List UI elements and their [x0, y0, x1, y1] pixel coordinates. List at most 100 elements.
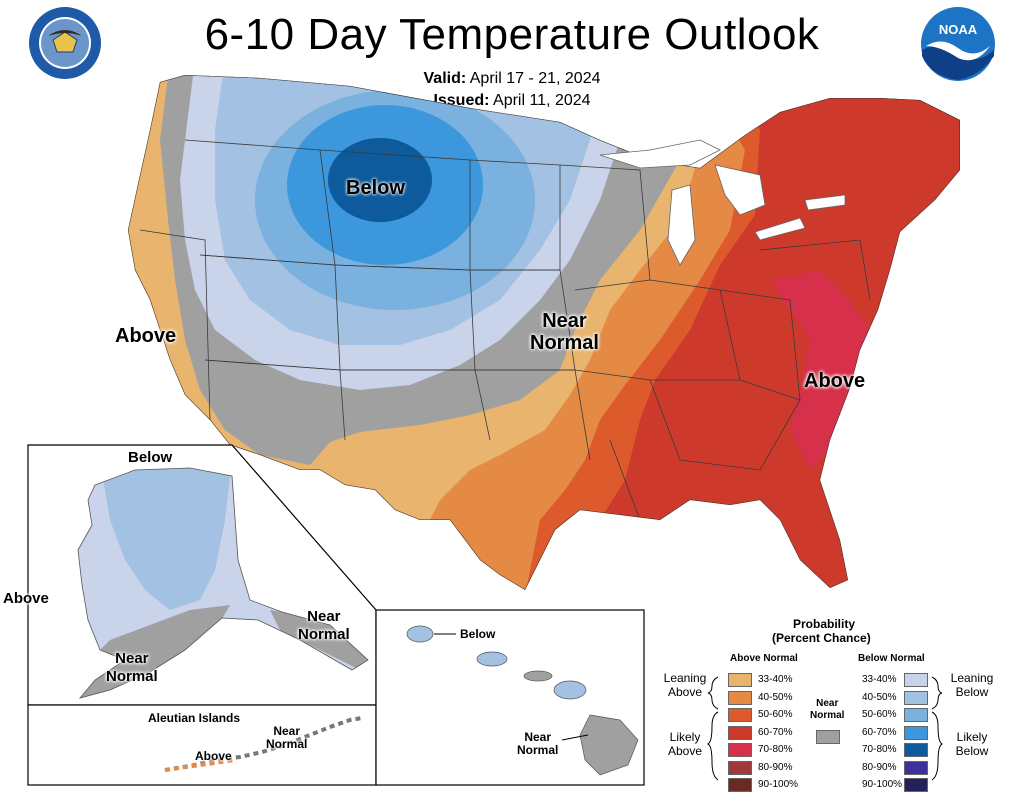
legend-above-head: Above Normal: [730, 653, 798, 664]
legend-above-swatch: [728, 673, 752, 687]
legend-likely-above-line1: Likely: [669, 730, 701, 744]
great-lakes: [599, 139, 846, 266]
hawaii-kauai: [406, 625, 434, 643]
hawaii-maui: [553, 680, 587, 700]
legend-above-range: 90-100%: [758, 779, 799, 790]
conus-outlook-region: [128, 75, 960, 590]
lake-superior: [599, 139, 721, 169]
legend-above-range: 70-80%: [758, 744, 793, 755]
legend-above-swatch: [728, 691, 752, 705]
label-conus-above-west: Above: [115, 325, 177, 347]
legend-below-range: 70-80%: [862, 744, 897, 755]
legend-likely-below-line1: Likely: [956, 730, 988, 744]
legend-below-head: Below Normal: [858, 653, 925, 664]
legend-title-1: Probability: [793, 617, 856, 631]
label-aleutian-near: Near Normal: [266, 725, 307, 751]
aleutian-inset: [27, 704, 377, 786]
legend-braces: [706, 676, 944, 781]
lake-erie: [754, 217, 806, 241]
label-conus-near-line2: Normal: [530, 332, 599, 354]
legend-near-line1: Near: [816, 698, 839, 709]
label-aleutian-title: Aleutian Islands: [148, 711, 241, 725]
label-alaska-near-sw: Near Normal: [106, 650, 158, 686]
legend-above-swatch: [728, 726, 752, 740]
hawaii-molokai: [523, 670, 553, 682]
legend-above-swatch: [728, 778, 752, 792]
noaa-logo-text: NOAA: [939, 22, 978, 37]
legend-near-normal: Near Normal: [810, 698, 844, 722]
legend-above-swatch: [728, 708, 752, 722]
legend-likely-above-line2: Above: [667, 744, 703, 758]
legend-below-swatch: [904, 778, 928, 792]
legend-leaning-below-line1: Leaning: [950, 671, 994, 685]
issued-line: Issued: April 11, 2024: [0, 92, 1024, 110]
valid-line: Valid: April 17 - 21, 2024: [0, 70, 1024, 88]
legend-below-range: 80-90%: [862, 762, 897, 773]
label-aleutian-near-line2: Normal: [266, 737, 308, 751]
lake-ontario: [804, 194, 846, 211]
legend-leaning-below-line2: Below: [955, 685, 989, 699]
label-hawaii-near-line2: Normal: [517, 743, 559, 757]
legend-below-range: 90-100%: [862, 779, 903, 790]
label-hawaii-below: Below: [460, 627, 496, 641]
legend-leaning-above-line1: Leaning: [663, 671, 707, 685]
legend-below-range: 40-50%: [862, 692, 897, 703]
legend-likely-below-line2: Below: [955, 744, 989, 758]
legend-near-line2: Normal: [810, 710, 845, 721]
valid-dates: April 17 - 21, 2024: [469, 70, 601, 87]
label-alaska-above: Above: [3, 590, 49, 607]
state-boundaries: [139, 139, 871, 521]
label-conus-below: Below: [346, 177, 405, 199]
label-alaska-near-sw-line2: Normal: [106, 668, 158, 685]
legend-leaning-below: Leaning Below: [944, 671, 1000, 699]
legend-above-range: 40-50%: [758, 692, 793, 703]
legend-below-swatch: [904, 673, 928, 687]
hawaii-big-island: [579, 714, 639, 776]
issued-date: April 11, 2024: [493, 92, 591, 109]
legend-below-swatch: [904, 691, 928, 705]
label-conus-above-east: Above: [804, 370, 866, 392]
legend-leaning-above: Leaning Above: [660, 671, 710, 699]
label-alaska-near-se: Near Normal: [298, 608, 350, 644]
noaa-logo-icon: NOAA: [921, 7, 995, 81]
legend-likely-below: Likely Below: [944, 730, 1000, 758]
legend-below-swatch: [904, 761, 928, 775]
legend-below-range: 50-60%: [862, 709, 897, 720]
lake-michigan: [667, 184, 696, 266]
label-conus-near-line1: Near: [542, 310, 587, 332]
legend-near-swatch: [816, 730, 840, 744]
lake-huron: [714, 164, 766, 216]
alaska-near-normal-se: [270, 610, 368, 670]
legend-above-swatch: [728, 743, 752, 757]
legend-below-swatch: [904, 708, 928, 722]
legend-below-swatch: [904, 726, 928, 740]
label-aleutian-near-line1: Near: [273, 724, 301, 738]
legend-above-range: 80-90%: [758, 762, 793, 773]
legend-below-range: 60-70%: [862, 727, 897, 738]
legend-likely-above: Likely Above: [660, 730, 710, 758]
label-conus-near-normal: Near Normal: [530, 310, 599, 354]
label-alaska-near-se-line2: Normal: [298, 626, 350, 643]
legend-above-range: 60-70%: [758, 727, 793, 738]
alaska-near-normal-sw: [78, 605, 230, 698]
hawaii-oahu: [476, 651, 508, 667]
label-alaska-near-sw-line1: Near: [115, 650, 149, 667]
label-aleutian-above: Above: [195, 749, 232, 763]
legend-title-2: (Percent Chance): [772, 631, 871, 645]
legend-above-range: 50-60%: [758, 709, 793, 720]
map-title: 6-10 Day Temperature Outlook: [204, 10, 820, 59]
label-alaska-below: Below: [128, 449, 173, 466]
legend-above-swatch: [728, 761, 752, 775]
legend-leaning-above-line2: Above: [667, 685, 703, 699]
label-alaska-near-se-line1: Near: [307, 608, 341, 625]
valid-label: Valid:: [423, 70, 467, 87]
hawaii-inset: [375, 609, 645, 786]
legend-below-range: 33-40%: [862, 674, 897, 685]
alaska-band-40-50-below: [100, 468, 232, 610]
legend-below-swatch: [904, 743, 928, 757]
commerce-seal-icon: [29, 7, 101, 79]
label-hawaii-near-line1: Near: [524, 730, 552, 744]
conus-band-70-80-below: [328, 138, 432, 222]
label-hawaii-near: Near Normal: [517, 731, 558, 757]
